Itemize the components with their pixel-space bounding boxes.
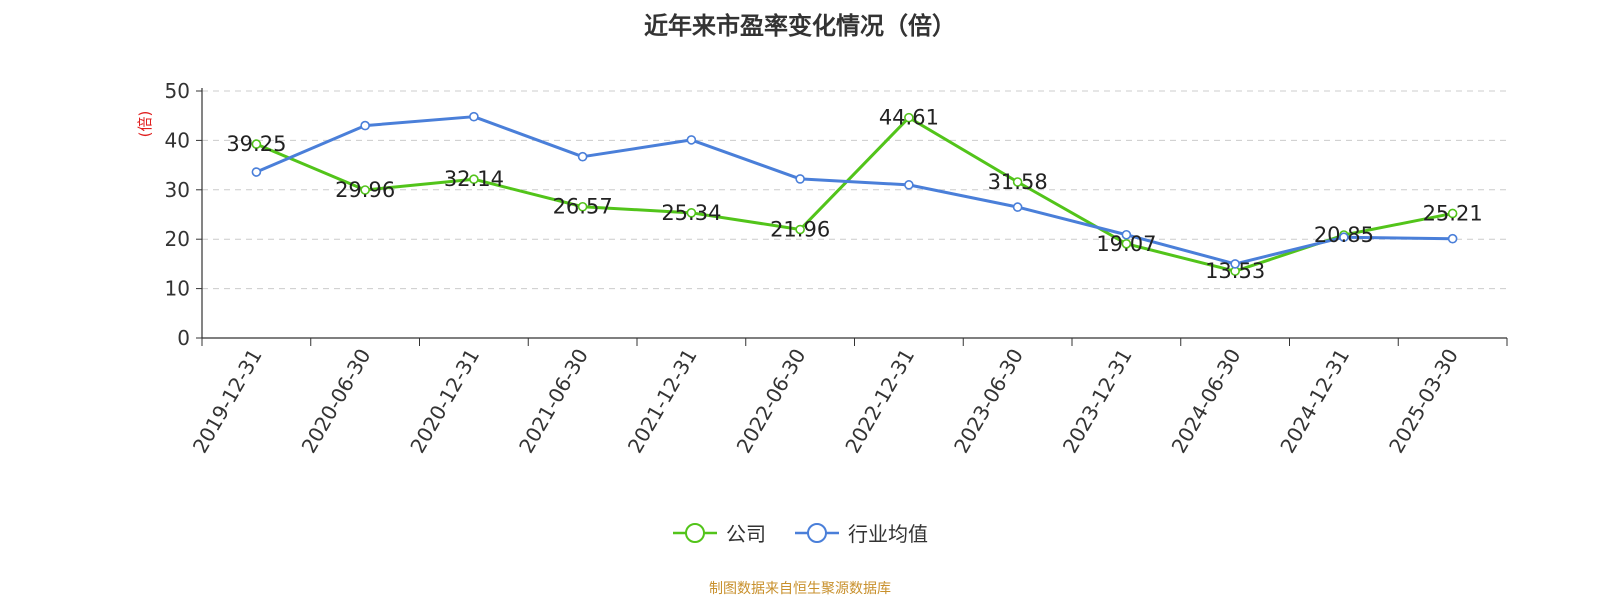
legend-label: 公司 — [726, 522, 766, 546]
y-tick-label: 50 — [165, 79, 190, 103]
data-label: 29.96 — [335, 178, 395, 202]
data-point — [1230, 259, 1240, 269]
x-tick-label: 2023-06-30 — [949, 345, 1028, 458]
y-tick-label: 40 — [165, 128, 190, 152]
data-point — [686, 135, 697, 145]
data-point — [360, 120, 370, 131]
x-tick-label: 2025-03-30 — [1384, 345, 1463, 458]
data-point — [795, 224, 805, 235]
data-point — [1121, 238, 1132, 249]
data-label: 19.07 — [1096, 232, 1156, 256]
y-tick-label: 0 — [177, 326, 190, 350]
legend-marker-icon — [795, 522, 839, 543]
x-tick-label: 2020-12-31 — [405, 345, 484, 458]
data-label: 39.25 — [226, 132, 286, 156]
data-point — [1012, 202, 1023, 212]
legend: 公司 行业均值 — [0, 518, 1600, 547]
data-point — [795, 174, 805, 184]
data-point — [904, 180, 914, 190]
data-point — [251, 139, 262, 149]
grid-lines — [202, 90, 1507, 290]
x-tick-label: 2024-06-30 — [1167, 345, 1246, 458]
data-point — [1012, 177, 1023, 187]
data-label: 32.14 — [444, 167, 504, 191]
series-line-1 — [255, 116, 1453, 273]
data-label: 44.61 — [879, 106, 939, 130]
y-axis-title: (倍) — [136, 111, 154, 138]
legend-item[interactable]: 公司 — [672, 518, 766, 547]
data-point — [577, 151, 588, 162]
data-point — [251, 167, 262, 177]
y-tick-label: 10 — [165, 277, 190, 301]
data-labels: 39.25 29.96 32.14 26.57 25.34 21.96 44.61 31.58… — [226, 106, 1482, 284]
x-tick-label: 2021-06-30 — [514, 345, 593, 458]
y-tick-label: 20 — [165, 227, 190, 251]
data-point — [1447, 208, 1458, 219]
legend-item[interactable]: 行业均值 — [794, 518, 928, 547]
data-point — [904, 112, 914, 123]
data-point — [1339, 232, 1349, 243]
series-lines — [251, 111, 1458, 276]
data-point — [1447, 233, 1458, 244]
x-tick-label: 2023-12-31 — [1058, 345, 1137, 458]
data-point — [469, 111, 479, 122]
data-label: 20.85 — [1314, 223, 1374, 247]
legend-label: 行业均值 — [848, 522, 928, 546]
x-tick-label: 2022-12-31 — [840, 345, 919, 458]
data-label: 25.34 — [661, 201, 721, 225]
data-label: 13.53 — [1205, 259, 1265, 283]
x-tick-label: 2020-06-30 — [297, 345, 376, 458]
data-label: 25.21 — [1423, 201, 1483, 225]
source-footer: 制图数据来自恒生聚源数据库 — [709, 581, 891, 597]
data-point — [1121, 229, 1132, 240]
chart-title: 近年来市盈率变化情况（倍） — [644, 12, 956, 40]
x-tick-label: 2021-12-31 — [623, 345, 702, 458]
y-tick-label: 30 — [165, 178, 190, 202]
data-label: 26.57 — [553, 195, 613, 219]
legend-marker-icon — [673, 522, 717, 543]
data-point — [469, 174, 479, 185]
data-point — [686, 208, 697, 218]
x-tick-label: 2019-12-31 — [188, 345, 267, 458]
data-point — [360, 185, 370, 195]
data-point — [577, 201, 588, 212]
x-tick-label: 2022-06-30 — [732, 345, 811, 458]
data-label: 31.58 — [988, 170, 1048, 194]
data-label: 21.96 — [770, 218, 830, 242]
series-line-2 — [255, 115, 1453, 266]
x-tick-label: 2024-12-31 — [1275, 345, 1354, 458]
